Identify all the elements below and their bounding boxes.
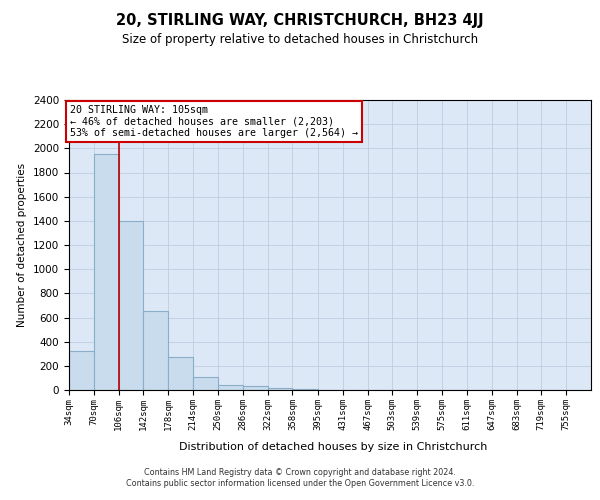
Text: 20 STIRLING WAY: 105sqm
← 46% of detached houses are smaller (2,203)
53% of semi: 20 STIRLING WAY: 105sqm ← 46% of detache…	[70, 105, 358, 138]
Bar	[69, 352, 94, 390]
Text: 20, STIRLING WAY, CHRISTCHURCH, BH23 4JJ: 20, STIRLING WAY, CHRISTCHURCH, BH23 4JJ	[116, 12, 484, 28]
Bar	[243, 386, 268, 390]
Bar	[193, 378, 218, 390]
Bar	[218, 385, 243, 390]
Bar	[143, 312, 168, 390]
Bar	[292, 389, 318, 390]
Text: Distribution of detached houses by size in Christchurch: Distribution of detached houses by size …	[179, 442, 487, 452]
Bar	[94, 154, 119, 390]
Bar	[119, 221, 143, 390]
Bar	[168, 358, 193, 390]
Text: Contains HM Land Registry data © Crown copyright and database right 2024.
Contai: Contains HM Land Registry data © Crown c…	[126, 468, 474, 487]
Text: Size of property relative to detached houses in Christchurch: Size of property relative to detached ho…	[122, 32, 478, 46]
Bar	[268, 388, 292, 390]
Y-axis label: Number of detached properties: Number of detached properties	[17, 163, 28, 327]
